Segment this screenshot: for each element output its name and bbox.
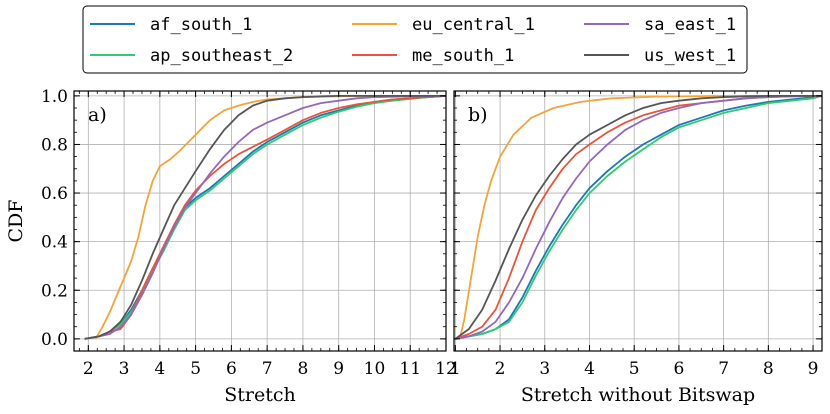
x-tick-label: 1 (450, 359, 461, 379)
series-line-af-south-1 (455, 95, 823, 340)
legend-label-ap-southeast-2: ap_southeast_2 (150, 46, 293, 66)
plot-frame (73, 90, 447, 352)
series-line-eu-central-1 (458, 95, 822, 340)
panel-label: a) (88, 104, 107, 126)
y-axis-label: CDF (5, 200, 27, 243)
plot-frame (453, 90, 823, 352)
legend-label-us-west-1: us_west_1 (644, 46, 736, 66)
x-tick-label: 6 (673, 359, 684, 379)
y-tick-label: 0.8 (41, 135, 68, 155)
legend-label-sa-east-1: sa_east_1 (644, 15, 736, 35)
y-tick-label: 0.0 (41, 330, 68, 350)
panel-b: 1 2 3 4 5 6 7 8 9 b) Stretch without Bitswap (450, 90, 823, 406)
x-tick-label: 2 (495, 359, 506, 379)
y-tick-label: 0.6 (41, 184, 68, 204)
x-tick-label: 10 (364, 359, 386, 379)
series-line-sa-east-1 (455, 95, 823, 340)
x-tick-label: 5 (629, 359, 640, 379)
x-tick-label: 11 (399, 359, 421, 379)
y-tick-label: 0.2 (41, 281, 68, 301)
series-line-us-west-1 (454, 95, 822, 340)
x-tick-label: 12 (435, 359, 457, 379)
series-line-ap-southeast-2 (455, 95, 823, 340)
legend-label-af-south-1: af_south_1 (150, 15, 252, 35)
x-tick-label: 4 (584, 359, 595, 379)
legend-box (82, 5, 748, 74)
panel-a: 2 3 4 5 6 7 8 9 10 11 12 0.0 0.2 0.4 0.6 0.8 1.0 a) Stretc… (5, 87, 457, 406)
x-tick-label: 3 (119, 359, 130, 379)
x-tick-label: 8 (298, 359, 309, 379)
legend-label-me-south-1: me_south_1 (412, 46, 514, 66)
panel-label: b) (468, 104, 488, 126)
x-tick-label: 9 (808, 359, 819, 379)
legend-label-eu-central-1: eu_central_1 (412, 15, 535, 35)
x-tick-label: 6 (226, 359, 237, 379)
y-tick-label: 1.0 (41, 87, 68, 107)
x-tick-label: 7 (718, 359, 729, 379)
series-line-us-west-1 (84, 95, 446, 340)
x-tick-label: 7 (262, 359, 273, 379)
series-line-sa-east-1 (84, 95, 447, 340)
y-tick-label: 0.4 (41, 233, 68, 253)
x-tick-label: 9 (333, 359, 344, 379)
x-tick-label: 2 (83, 359, 94, 379)
x-axis-label: Stretch without Bitswap (521, 384, 755, 406)
x-axis-label: Stretch (224, 384, 296, 406)
x-tick-label: 3 (539, 359, 550, 379)
plot-area (454, 91, 822, 351)
legend: af_south_1 ap_southeast_2 eu_central_1 me_s… (82, 5, 748, 74)
x-tick-label: 4 (154, 359, 165, 379)
x-tick-label: 8 (763, 359, 774, 379)
x-tick-label: 5 (190, 359, 201, 379)
